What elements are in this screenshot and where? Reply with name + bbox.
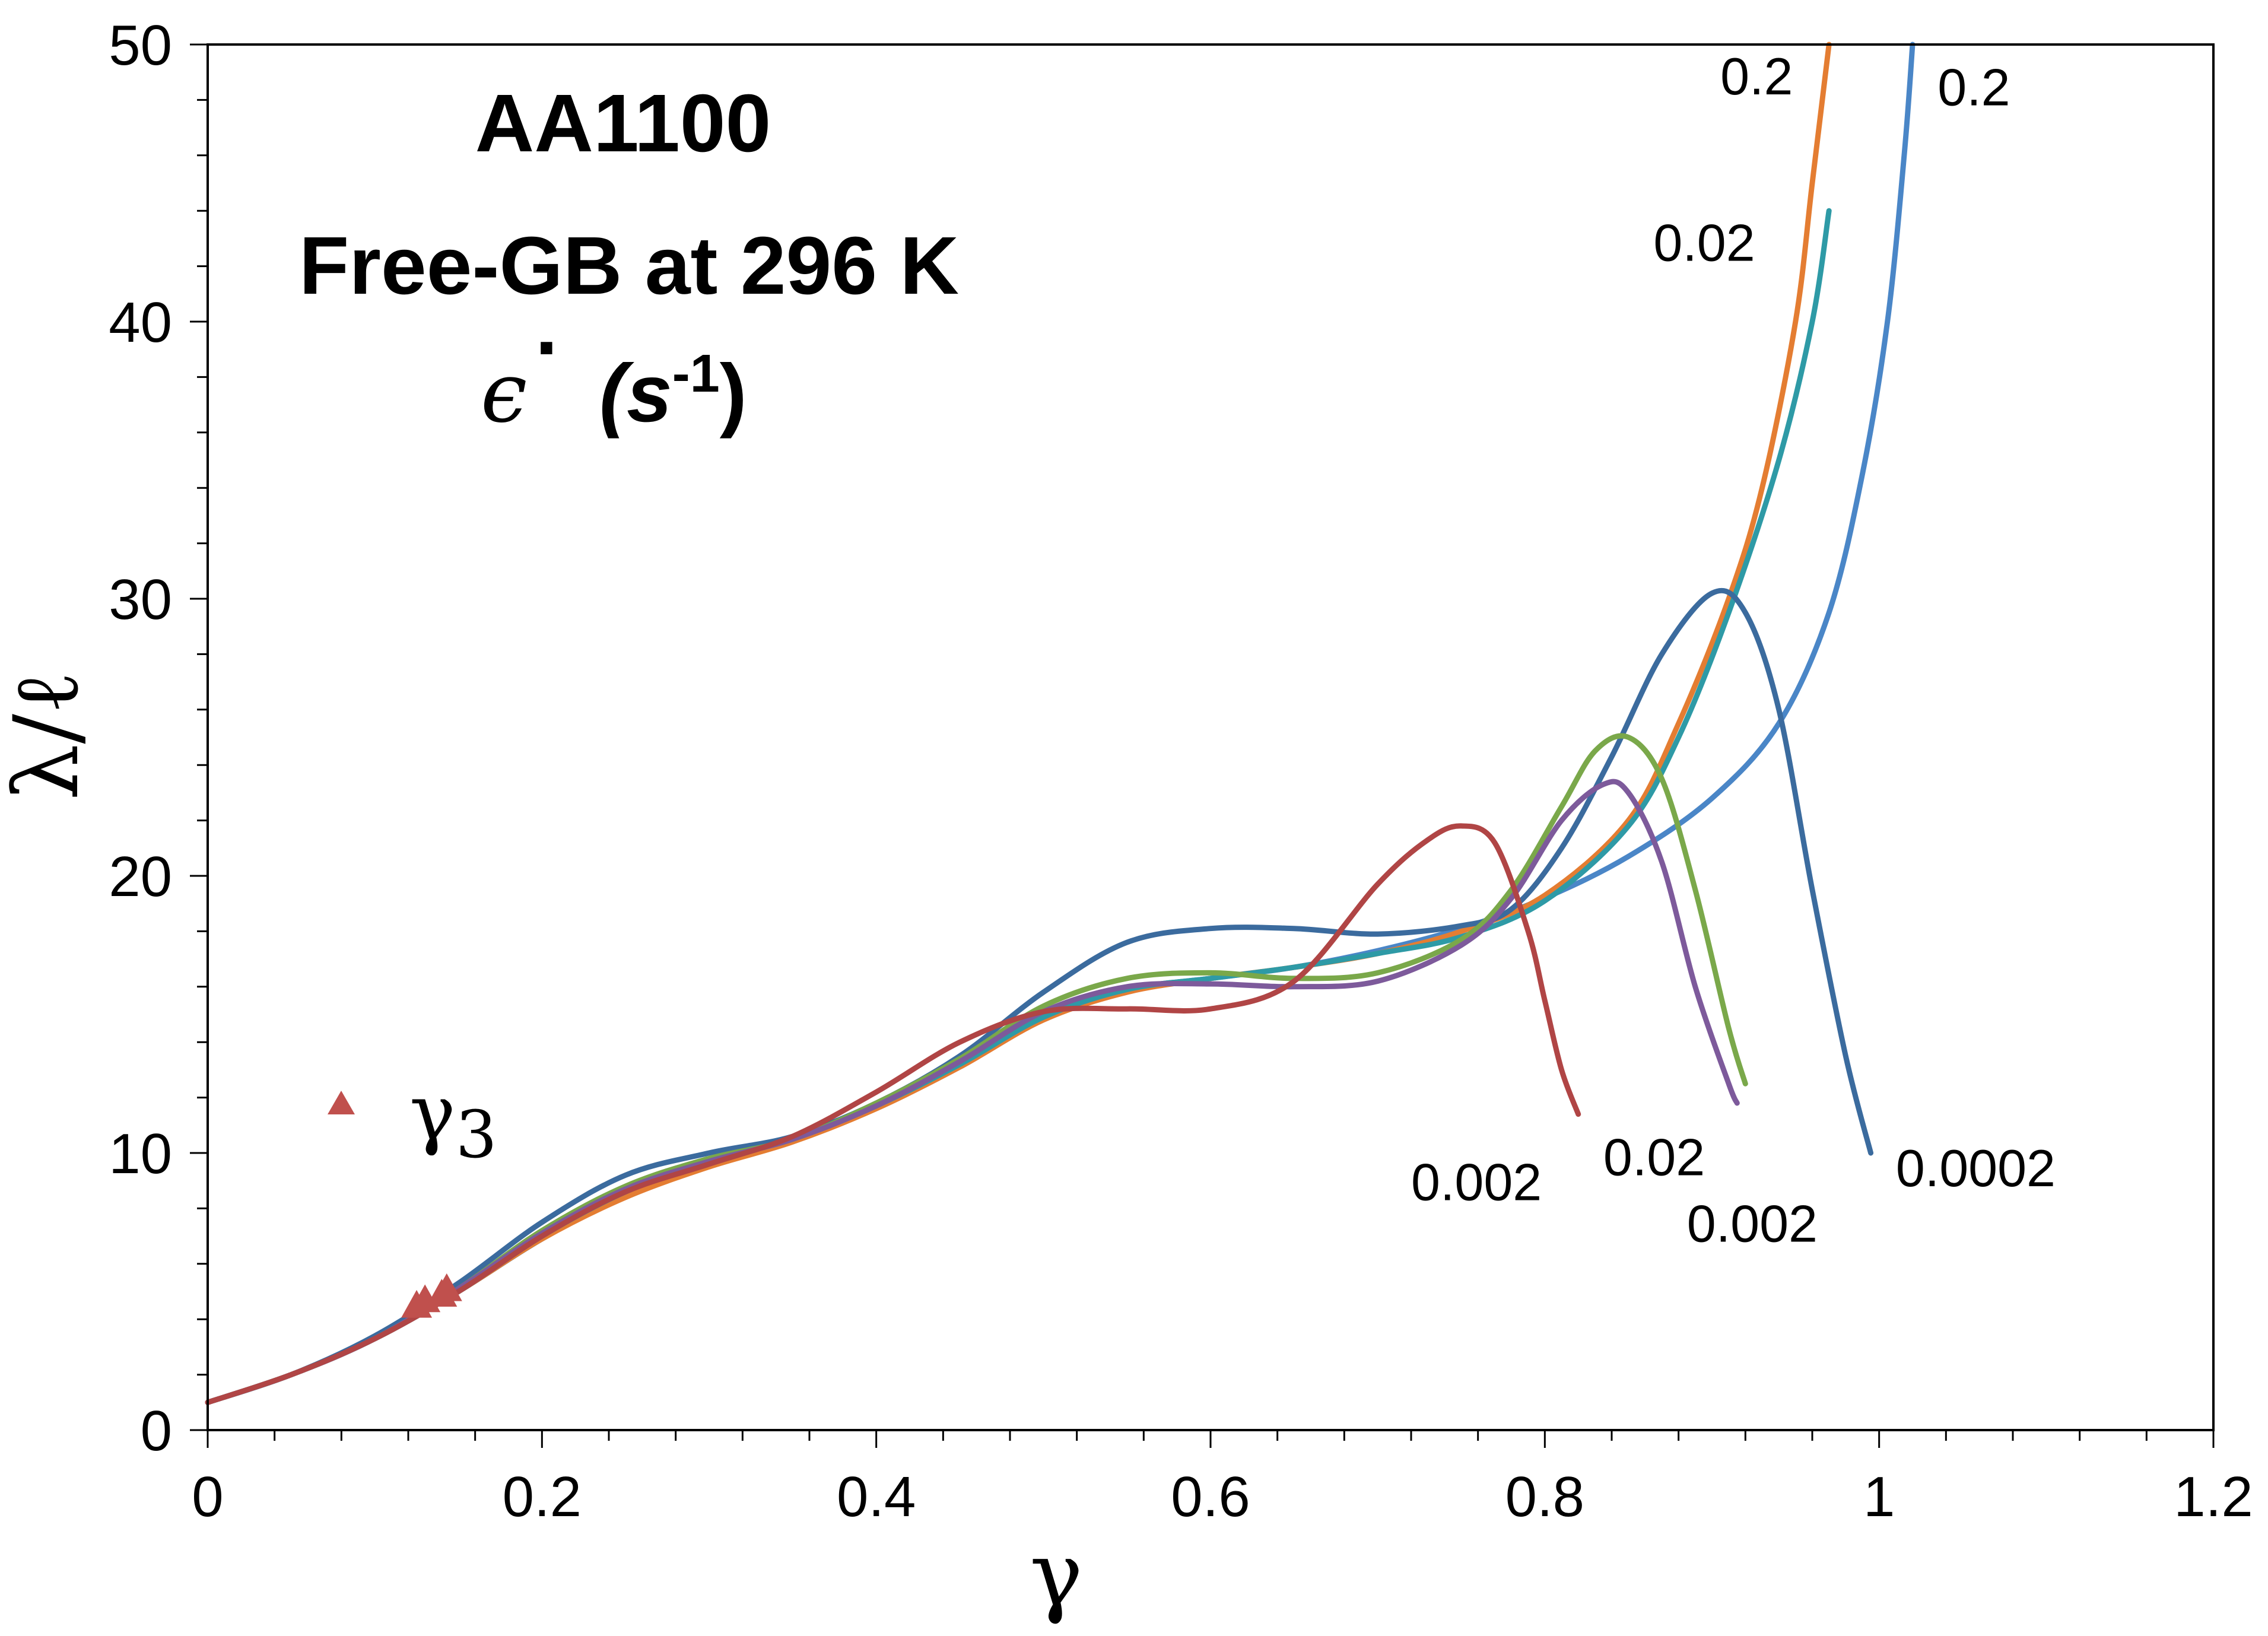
tick-marks	[190, 43, 2215, 1448]
curve-label: 0.002	[1687, 1194, 1818, 1253]
legend-triangle-marker	[328, 1091, 355, 1114]
x-tick-labels: 0 0.2 0.4 0.6 0.8 1 1.2	[192, 1465, 2253, 1529]
strain-rate-unit: (s-1)	[599, 344, 747, 439]
x-tick-label: 0.4	[837, 1465, 916, 1529]
gamma3-marker	[431, 1273, 462, 1301]
plot-frame	[207, 43, 2215, 1431]
curve-label: 0.002	[1411, 1152, 1542, 1211]
y-tick-label: 30	[109, 568, 172, 631]
legend-label-main: γ	[409, 1068, 456, 1158]
x-axis-title: γ	[1030, 1523, 1083, 1627]
x-tick-label: 0.6	[1171, 1465, 1250, 1529]
y-axis-title: λ/ℓ	[0, 671, 99, 800]
legend-label-sub: 3	[456, 1097, 497, 1173]
legend: γ3	[328, 1068, 497, 1173]
series-layer	[205, 42, 1916, 1405]
x-tick-label: 0.8	[1505, 1465, 1584, 1529]
y-tick-label: 10	[109, 1122, 172, 1186]
strain-rate-unit-exponent: -1	[672, 344, 720, 404]
strain-rate-unit-open: (s	[599, 348, 672, 439]
y-tick-label: 40	[109, 291, 172, 354]
y-tick-labels: 0 10 20 30 40 50	[109, 14, 172, 1463]
title-line-1: AA1100	[475, 78, 771, 169]
curve-label: 0.2	[1720, 47, 1793, 106]
curve-label: 0.02	[1653, 213, 1755, 272]
series-line-6	[205, 823, 1581, 1405]
curve-label: 0.0002	[1896, 1139, 2056, 1197]
x-tick-label: 0.2	[503, 1465, 582, 1529]
curve-labels: 0.2 0.2 0.02 0.002 0.02 0.002 0.0002	[1411, 47, 2056, 1253]
x-tick-label: 1	[1863, 1465, 1895, 1529]
strain-rate-unit-close: )	[720, 348, 747, 439]
legend-label: γ3	[409, 1068, 497, 1173]
title-line-2: Free-GB at 296 K	[299, 220, 959, 312]
strain-rate-dot: ·	[534, 310, 559, 386]
marker-layer	[401, 1273, 462, 1318]
curve-label: 0.2	[1937, 58, 2010, 117]
x-tick-label: 0	[192, 1465, 223, 1529]
strain-rate-label: ϵ · (s-1)	[481, 310, 747, 441]
x-tick-label: 1.2	[2174, 1465, 2253, 1529]
y-tick-label: 20	[109, 845, 172, 908]
y-tick-label: 50	[109, 14, 172, 77]
series-line-3	[205, 587, 1874, 1405]
y-tick-label: 0	[141, 1399, 172, 1463]
curve-label: 0.02	[1603, 1127, 1705, 1186]
strain-rate-symbol: ϵ	[481, 345, 527, 441]
